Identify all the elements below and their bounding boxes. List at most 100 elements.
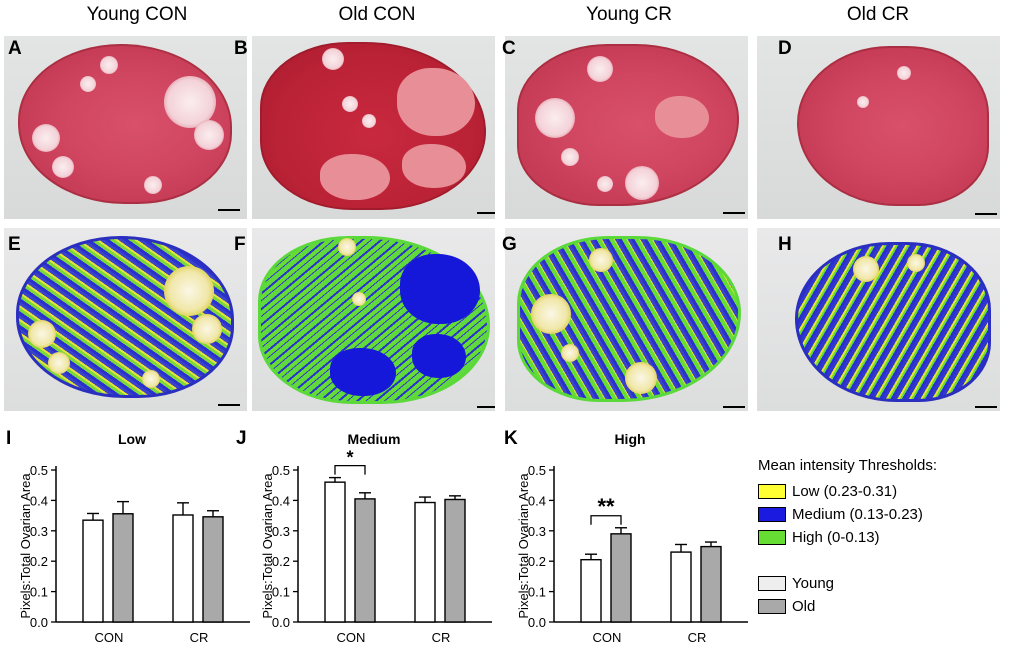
bar-young-con xyxy=(324,481,346,623)
x-tick-label: CR xyxy=(688,630,707,645)
y-tick-label: 0.4 xyxy=(528,493,546,508)
micrograph-old-cr-he xyxy=(757,36,1000,219)
panel-letter-a: A xyxy=(8,38,22,59)
follicle xyxy=(52,156,74,178)
y-tick-label: 0.4 xyxy=(272,493,290,508)
panel-letter-b: B xyxy=(234,38,248,59)
bar-young-cr xyxy=(414,501,436,623)
panel-letter-c: C xyxy=(502,38,516,59)
column-title-old-cr: Old CR xyxy=(846,4,910,25)
follicle xyxy=(32,124,60,152)
follicle xyxy=(48,352,70,374)
scale-bar xyxy=(218,209,240,211)
follicle xyxy=(625,362,657,394)
follicle xyxy=(857,96,869,108)
column-title-old-con: Old CON xyxy=(338,4,416,25)
follicle xyxy=(352,292,366,306)
tissue-mass xyxy=(330,348,396,396)
legend-label-low: Low (0.23-0.31) xyxy=(792,482,898,500)
y-axis-label: Pixels:Total Ovarian Area xyxy=(18,473,33,619)
threshold-map-old-con xyxy=(252,228,495,411)
bar-young-con xyxy=(580,558,602,623)
panel-letter-d: D xyxy=(778,38,792,59)
tissue-mass xyxy=(397,68,475,136)
y-tick-label: 0.1 xyxy=(30,585,48,600)
micrograph-young-cr-he xyxy=(505,36,748,219)
follicle xyxy=(322,48,344,70)
legend-swatch-high xyxy=(758,529,786,545)
scale-bar xyxy=(477,406,495,408)
y-tick-label: 0.2 xyxy=(528,554,546,569)
legend-label-medium: Medium (0.13-0.23) xyxy=(792,505,923,523)
y-tick-label: 0.3 xyxy=(272,524,290,539)
legend-label-old: Old xyxy=(792,597,816,615)
chart-high: High Pixels:Total Ovarian Area 0.0 0.1 0.2 0.… xyxy=(512,428,762,650)
y-tick-label: 0.3 xyxy=(30,524,48,539)
panel-letter-k: K xyxy=(504,428,518,449)
legend-title: Mean intensity Thresholds: xyxy=(758,457,937,474)
x-tick-label: CR xyxy=(432,630,451,645)
x-tick-label: CON xyxy=(593,630,622,645)
legend-label-young: Young xyxy=(792,574,834,592)
bar-young-con xyxy=(82,519,104,623)
y-tick-label: 0.5 xyxy=(528,463,546,478)
threshold-map-young-con xyxy=(4,228,247,411)
x-tick-label: CON xyxy=(337,630,366,645)
legend-item-low: Low (0.23-0.31) xyxy=(758,482,897,500)
scale-bar xyxy=(477,212,495,214)
y-tick-label: 0.4 xyxy=(30,493,48,508)
ovary-section xyxy=(797,46,989,206)
bar-young-cr xyxy=(670,551,692,623)
follicle xyxy=(625,166,659,200)
follicle xyxy=(28,320,56,348)
significance-bracket xyxy=(590,515,622,525)
tissue-mass xyxy=(320,154,390,200)
significance-label: ** xyxy=(597,494,615,519)
follicle xyxy=(362,114,376,128)
scale-bar xyxy=(975,213,997,215)
scale-bar xyxy=(218,404,240,406)
legend-item-high: High (0-0.13) xyxy=(758,528,880,546)
y-tick-label: 0.1 xyxy=(528,585,546,600)
bar-old-cr xyxy=(700,545,722,623)
panel-letter-e: E xyxy=(8,234,21,255)
chart-title: Low xyxy=(118,431,146,447)
follicle xyxy=(192,314,222,344)
follicle xyxy=(144,176,162,194)
follicle xyxy=(338,238,356,256)
legend-item-young: Young xyxy=(758,574,834,592)
panel-letter-h: H xyxy=(778,234,792,255)
legend-item-old: Old xyxy=(758,597,815,615)
column-title-young-con: Young CON xyxy=(86,4,188,25)
scale-bar xyxy=(723,212,745,214)
chart-medium: Medium Pixels:Total Ovarian Area 0.0 0.1 0.2… xyxy=(256,428,506,650)
x-tick-label: CR xyxy=(190,630,209,645)
bar-old-cr xyxy=(444,498,466,623)
follicle xyxy=(907,254,925,272)
legend-swatch-old xyxy=(758,598,786,614)
follicle xyxy=(535,98,575,138)
follicle xyxy=(587,56,613,82)
follicle xyxy=(164,266,214,316)
tissue-mass xyxy=(400,254,480,324)
ovary-section xyxy=(795,242,991,402)
legend-swatch-medium xyxy=(758,506,786,522)
bar-old-cr xyxy=(202,516,224,623)
follicle xyxy=(853,256,879,282)
tissue-mass xyxy=(412,334,466,378)
panel-letter-g: G xyxy=(502,234,517,255)
column-title-young-cr: Young CR xyxy=(586,4,672,25)
legend-item-medium: Medium (0.13-0.23) xyxy=(758,505,923,523)
y-tick-label: 0.5 xyxy=(30,463,48,478)
follicle xyxy=(194,120,224,150)
y-tick-label: 0.0 xyxy=(272,615,290,630)
y-tick-label: 0.0 xyxy=(30,615,48,630)
significance-label: * xyxy=(346,448,353,468)
y-axis-label: Pixels:Total Ovarian Area xyxy=(516,473,531,619)
y-tick-label: 0.0 xyxy=(528,615,546,630)
y-tick-label: 0.2 xyxy=(272,554,290,569)
bar-young-cr xyxy=(172,514,194,623)
